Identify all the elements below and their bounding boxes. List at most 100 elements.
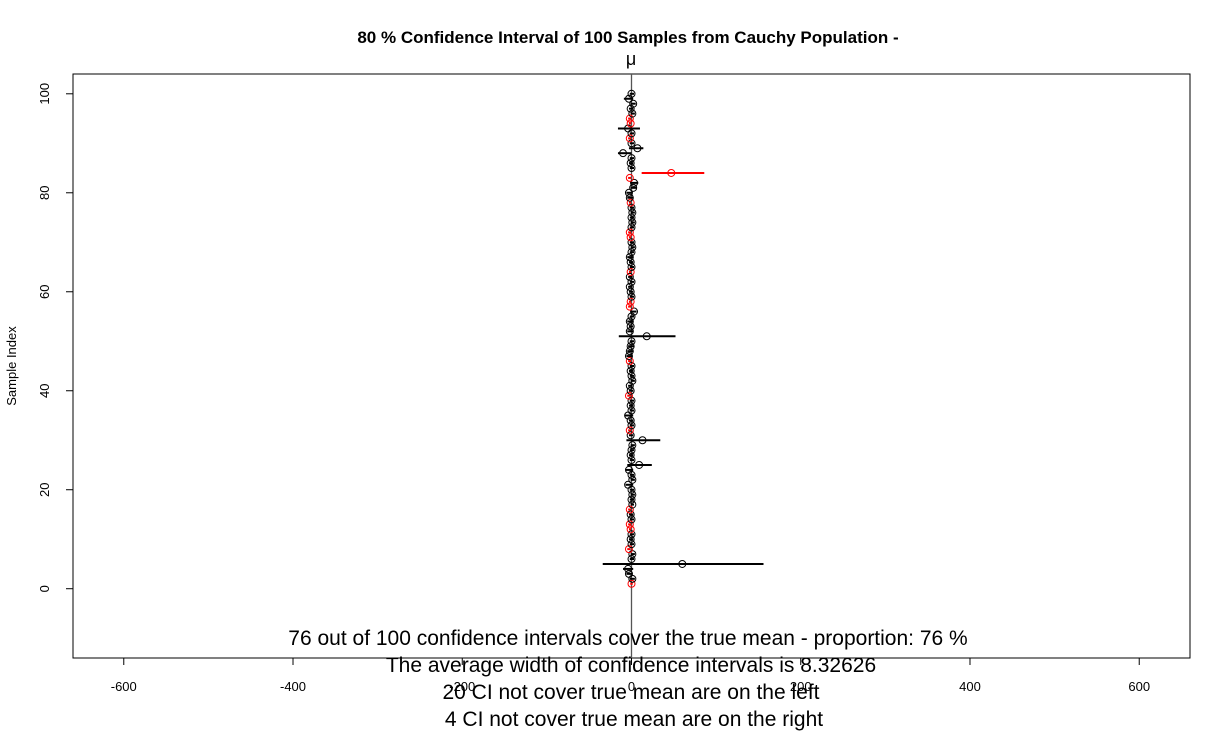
x-axis: -600 -400 -200 0 200 400 600 xyxy=(111,658,1150,694)
ci-center-point xyxy=(626,451,635,460)
ci-center-point xyxy=(627,213,636,222)
ci-center-point xyxy=(626,104,635,113)
ci-center-point xyxy=(625,302,634,311)
y-axis: 0 20 40 60 80 100 xyxy=(37,83,73,592)
y-tick-label: 0 xyxy=(37,585,52,592)
ci-center-point xyxy=(624,545,633,554)
y-axis-label: Sample Index xyxy=(4,326,19,406)
y-tick-label: 60 xyxy=(37,285,52,299)
x-tick-label: -200 xyxy=(449,679,475,694)
ci-center-point xyxy=(625,357,634,366)
ci-center-point xyxy=(624,94,633,103)
ci-center-point xyxy=(642,332,651,341)
ci-center-point xyxy=(667,168,676,177)
ci-center-point xyxy=(627,203,636,212)
ci-center-point xyxy=(625,347,634,356)
ci-center-point xyxy=(627,89,636,98)
ci-center-point xyxy=(625,173,634,182)
ci-center-point xyxy=(628,243,637,252)
ci-center-point xyxy=(627,164,636,173)
ci-center-point xyxy=(626,386,635,395)
ci-center-point xyxy=(630,307,639,316)
ci-center-point xyxy=(627,139,636,148)
ci-center-point xyxy=(626,233,635,242)
ci-center-point xyxy=(627,396,636,405)
ci-center-point xyxy=(625,505,634,514)
ci-center-point xyxy=(625,228,634,237)
ci-center-point xyxy=(628,475,637,484)
x-tick-label: 200 xyxy=(790,679,812,694)
ci-center-point xyxy=(625,426,634,435)
mu-label: μ xyxy=(626,49,636,69)
ci-center-point xyxy=(625,114,634,123)
ci-center-point xyxy=(626,366,635,375)
ci-center-point xyxy=(627,515,636,524)
ci-center-point xyxy=(629,183,638,192)
ci-center-point xyxy=(624,480,633,489)
ci-center-point xyxy=(627,540,636,549)
ci-center-point xyxy=(627,238,636,247)
ci-center-point xyxy=(624,564,633,573)
ci-center-point xyxy=(627,292,636,301)
ci-center-point xyxy=(626,525,635,534)
ci-center-point xyxy=(627,312,636,321)
ci-center-point xyxy=(626,416,635,425)
interval-marks xyxy=(602,89,764,588)
ci-center-point xyxy=(626,535,635,544)
annotation-coverage: 76 out of 100 confidence intervals cover… xyxy=(288,627,967,650)
ci-center-point xyxy=(624,391,633,400)
ci-center-point xyxy=(626,322,635,331)
ci-center-point xyxy=(625,193,634,202)
ci-center-point xyxy=(627,223,636,232)
ci-center-point xyxy=(625,253,634,262)
ci-center-point xyxy=(625,272,634,281)
ci-center-point xyxy=(626,267,635,276)
y-tick-label: 100 xyxy=(37,83,52,105)
ci-center-point xyxy=(627,371,636,380)
chart-title: 80 % Confidence Interval of 100 Samples … xyxy=(357,28,898,47)
ci-center-point xyxy=(626,119,635,128)
ci-center-point xyxy=(627,154,636,163)
ci-center-point xyxy=(628,490,637,499)
ci-center-point xyxy=(625,317,634,326)
ci-center-point xyxy=(627,530,636,539)
ci-center-point xyxy=(627,277,636,286)
ci-center-point xyxy=(624,352,633,361)
ci-center-point xyxy=(627,362,636,370)
ci-center-point xyxy=(678,559,687,568)
ci-center-point xyxy=(628,376,637,385)
ci-center-point xyxy=(630,178,639,187)
ci-center-point xyxy=(627,555,636,564)
x-tick-label: 400 xyxy=(959,679,981,694)
ci-center-point xyxy=(619,149,628,158)
annotation-right: 4 CI not cover true mean are on the righ… xyxy=(445,708,823,731)
x-tick-label: -400 xyxy=(280,679,306,694)
ci-center-point xyxy=(628,218,637,227)
y-tick-label: 20 xyxy=(37,482,52,496)
y-tick-label: 40 xyxy=(37,384,52,398)
ci-center-point xyxy=(624,124,633,133)
x-tick-label: -600 xyxy=(111,679,137,694)
ci-center-point xyxy=(633,144,642,153)
ci-center-point xyxy=(638,436,647,445)
ci-center-point xyxy=(624,465,633,474)
annotation-left: 20 CI not cover true mean are on the lef… xyxy=(442,681,819,704)
ci-center-point xyxy=(627,263,636,272)
ci-center-point xyxy=(626,198,635,207)
ci-center-point xyxy=(625,134,634,143)
ci-center-point xyxy=(627,456,636,465)
ci-center-point xyxy=(627,337,636,346)
ci-center-point xyxy=(626,159,635,168)
ci-center-point xyxy=(627,495,636,504)
ci-center-point xyxy=(626,401,635,410)
ci-center-point xyxy=(627,579,636,588)
ci-center-point xyxy=(627,406,636,415)
ci-center-point xyxy=(625,381,634,390)
ci-center-point xyxy=(626,431,635,440)
ci-center-point xyxy=(625,520,634,529)
ci-center-point xyxy=(629,99,638,108)
ci-center-point xyxy=(626,342,635,351)
y-tick-label: 80 xyxy=(37,186,52,200)
x-tick-label: 600 xyxy=(1128,679,1150,694)
